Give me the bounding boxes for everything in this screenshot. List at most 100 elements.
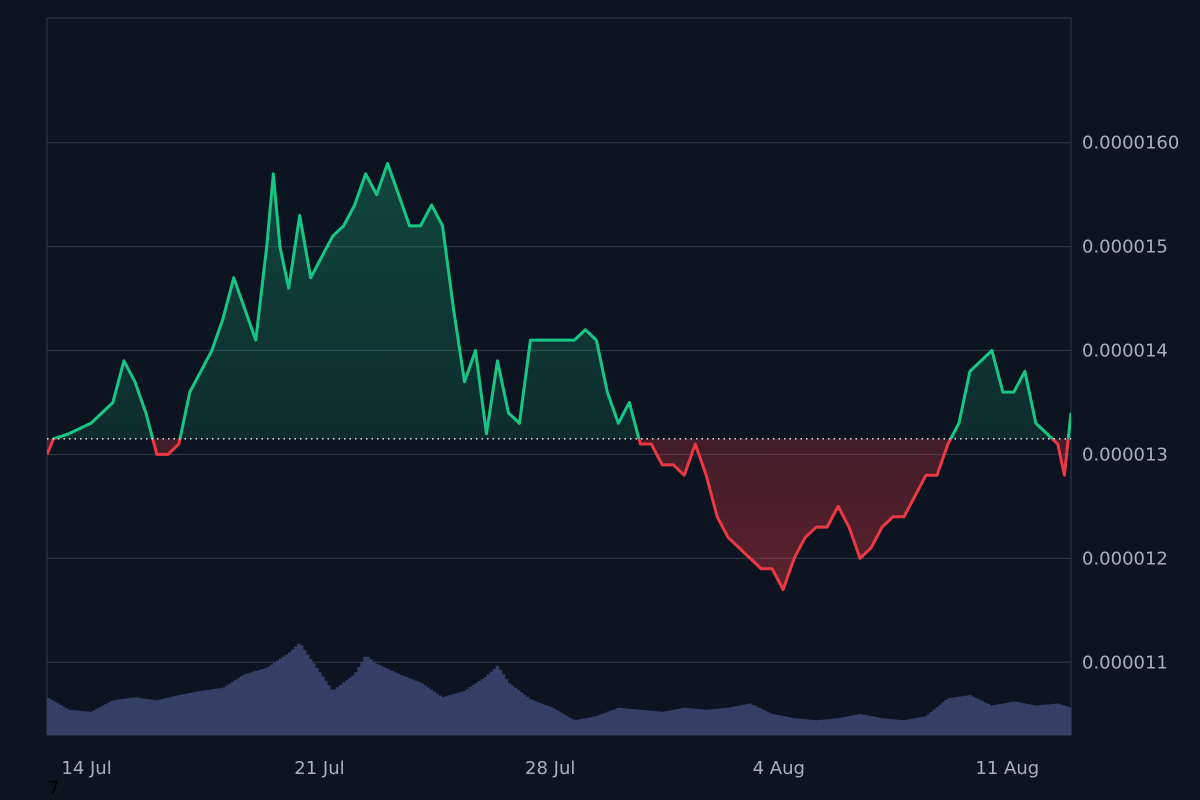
volume-bar bbox=[821, 719, 825, 735]
volume-bar bbox=[224, 685, 229, 735]
volume-bar bbox=[483, 677, 488, 735]
volume-bar bbox=[251, 671, 256, 735]
volume-bar bbox=[360, 661, 364, 735]
volume-bar bbox=[583, 718, 587, 735]
volume-bar bbox=[944, 699, 948, 735]
volume-bar bbox=[799, 718, 804, 735]
volume-bar bbox=[953, 697, 957, 735]
volume-bar bbox=[772, 714, 777, 735]
volume-bar bbox=[562, 714, 566, 735]
volume-bar bbox=[125, 698, 129, 735]
volume-bar bbox=[519, 692, 524, 735]
volume-bar bbox=[661, 711, 665, 735]
volume-bar bbox=[854, 714, 858, 735]
volume-bar bbox=[1061, 705, 1066, 735]
volume-bar bbox=[872, 716, 876, 735]
volume-bar bbox=[134, 697, 138, 735]
volume-bar bbox=[709, 709, 713, 735]
y-tick-label: 0.000013 bbox=[1082, 444, 1168, 465]
volume-bar bbox=[811, 720, 816, 735]
volume-bar bbox=[158, 699, 162, 735]
volume-bar bbox=[492, 668, 497, 735]
volume-bar bbox=[242, 674, 247, 735]
volume-bar bbox=[571, 719, 575, 735]
volume-bar bbox=[501, 674, 506, 735]
volume-bar bbox=[640, 709, 644, 735]
volume-bar bbox=[887, 718, 891, 735]
volume-bar bbox=[354, 672, 358, 735]
volume-bar bbox=[983, 702, 988, 735]
volume-bar bbox=[1058, 704, 1063, 735]
volume-bar bbox=[1019, 702, 1024, 735]
volume-bar bbox=[441, 697, 445, 735]
volume-bar bbox=[477, 681, 482, 735]
volume-bar bbox=[1046, 704, 1051, 735]
volume-bar bbox=[447, 695, 451, 735]
volume-bar bbox=[610, 710, 614, 735]
volume-bar bbox=[932, 709, 936, 735]
volume-bar bbox=[366, 656, 370, 735]
price-line-down bbox=[47, 438, 1070, 592]
volume-bar bbox=[429, 689, 433, 735]
volume-bar bbox=[119, 699, 123, 735]
volume-bar bbox=[209, 689, 214, 735]
volume-bar bbox=[510, 685, 515, 735]
volume-bar bbox=[1040, 704, 1045, 735]
volume-bar bbox=[411, 679, 415, 735]
volume-bar bbox=[486, 674, 491, 735]
volume-bar bbox=[851, 715, 855, 735]
volume-bar bbox=[595, 715, 599, 735]
volume-bar bbox=[905, 719, 909, 735]
volume-bar bbox=[878, 717, 882, 735]
volume-bar bbox=[781, 716, 786, 735]
volume-bar bbox=[667, 710, 671, 735]
volume-bar bbox=[902, 720, 906, 735]
volume-bar bbox=[98, 707, 102, 735]
volume-bar bbox=[1022, 703, 1027, 735]
volume-bar bbox=[923, 716, 927, 735]
volume-bar bbox=[149, 699, 153, 735]
volume-bar bbox=[176, 695, 180, 735]
volume-bar bbox=[230, 681, 235, 735]
volume-bar bbox=[197, 691, 201, 735]
volume-bar bbox=[694, 708, 698, 735]
volume-bar bbox=[920, 716, 924, 735]
volume-bar bbox=[992, 705, 997, 735]
volume-bar bbox=[869, 716, 873, 735]
volume-bar bbox=[372, 661, 376, 735]
volume-bar bbox=[857, 714, 861, 735]
volume-bar bbox=[339, 684, 343, 735]
volume-bar bbox=[215, 688, 220, 735]
volume-bar bbox=[860, 714, 864, 735]
volume-bar bbox=[679, 708, 683, 735]
volume-bar bbox=[303, 649, 307, 735]
area-above-baseline bbox=[53, 163, 1071, 439]
volume-bar bbox=[628, 708, 632, 735]
volume-bar bbox=[760, 709, 765, 735]
volume-bar bbox=[393, 672, 397, 735]
volume-bar bbox=[842, 717, 846, 735]
volume-bar bbox=[893, 719, 897, 735]
volume-bar bbox=[643, 710, 647, 735]
volume-bar bbox=[926, 714, 930, 735]
y-tick-label: 0.0000160 bbox=[1082, 133, 1179, 154]
volume-bar bbox=[384, 668, 388, 735]
volume-bar bbox=[935, 707, 939, 735]
volume-bar bbox=[480, 679, 485, 735]
volume-bar bbox=[345, 680, 349, 735]
volume-bar bbox=[206, 689, 211, 735]
volume-bar bbox=[555, 710, 560, 735]
volume-bar bbox=[47, 698, 51, 735]
volume-bar bbox=[577, 719, 581, 735]
area-below-baseline bbox=[47, 438, 1071, 590]
volume-bar bbox=[540, 703, 545, 735]
volume-bar bbox=[1013, 701, 1018, 735]
volume-bar bbox=[565, 715, 569, 735]
volume-bar bbox=[1028, 704, 1033, 735]
volume-bar bbox=[751, 704, 756, 735]
volume-bar bbox=[152, 699, 156, 735]
volume-bar bbox=[351, 675, 355, 735]
volume-bar bbox=[275, 660, 280, 735]
volume-bar bbox=[691, 708, 695, 735]
